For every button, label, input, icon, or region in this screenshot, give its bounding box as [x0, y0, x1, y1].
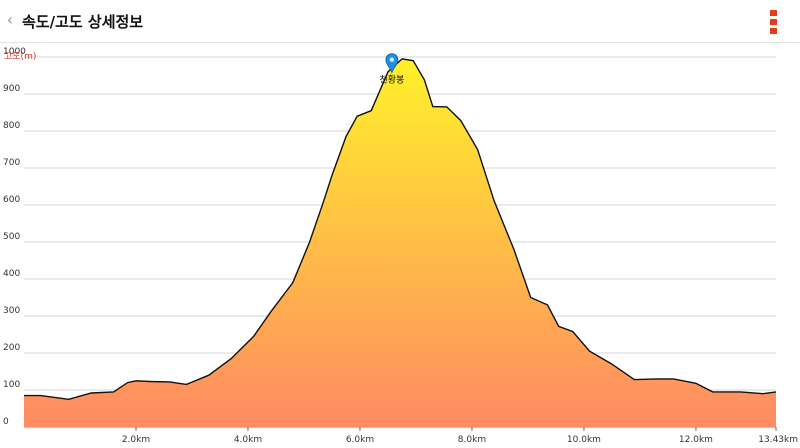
- x-tick-label: 8.0km: [458, 435, 486, 445]
- x-tick-label: 2.0km: [122, 435, 150, 445]
- annotations: 천황봉: [379, 53, 404, 86]
- x-tick-label: 4.0km: [234, 435, 262, 445]
- x-tick-label: 10.0km: [567, 435, 601, 445]
- y-tick-label: 600: [3, 195, 20, 205]
- y-tick-label: 200: [3, 343, 20, 353]
- title-bar: ‹ 속도/고도 상세정보: [0, 0, 800, 43]
- x-axis-ticks: 2.0km 4.0km 6.0km 8.0km 10.0km 12.0km 13.43km: [122, 427, 798, 445]
- elevation-line: [24, 58, 777, 401]
- y-tick-label: 500: [3, 232, 20, 242]
- map-pin-icon: [385, 53, 399, 74]
- page-title: 속도/고도 상세정보: [22, 13, 144, 31]
- y-tick-label: 700: [3, 158, 20, 168]
- summit-marker[interactable]: 천황봉: [379, 53, 404, 86]
- y-tick-label: 400: [3, 269, 20, 279]
- elevation-area: [24, 58, 776, 428]
- chevron-left-icon: ‹: [6, 10, 14, 29]
- y-tick-label: 900: [3, 84, 20, 94]
- y-axis-ticks: 0 100 200 300 400 500 600 700 800 900 1000: [3, 47, 26, 427]
- y-tick-label: 0: [3, 417, 9, 427]
- back-button[interactable]: ‹: [3, 10, 17, 30]
- x-tick-label: 12.0km: [679, 435, 713, 445]
- y-tick-label: 100: [3, 380, 20, 390]
- elevation-chart: 0 100 200 300 400 500 600 700 800 900 1000 2.0km 4.…: [3, 47, 798, 445]
- y-axis-label: 고도(m): [4, 52, 36, 62]
- y-tick-label: 300: [3, 306, 20, 316]
- more-menu-button[interactable]: [768, 10, 780, 34]
- x-tick-label: 6.0km: [346, 435, 374, 445]
- y-tick-label: 1000: [3, 47, 26, 57]
- more-vertical-icon: [770, 10, 777, 16]
- pin-dot: [389, 57, 395, 62]
- y-tick-label: 800: [3, 121, 20, 131]
- x-tick-label: 13.43km: [758, 435, 798, 445]
- summit-label: 천황봉: [379, 75, 404, 86]
